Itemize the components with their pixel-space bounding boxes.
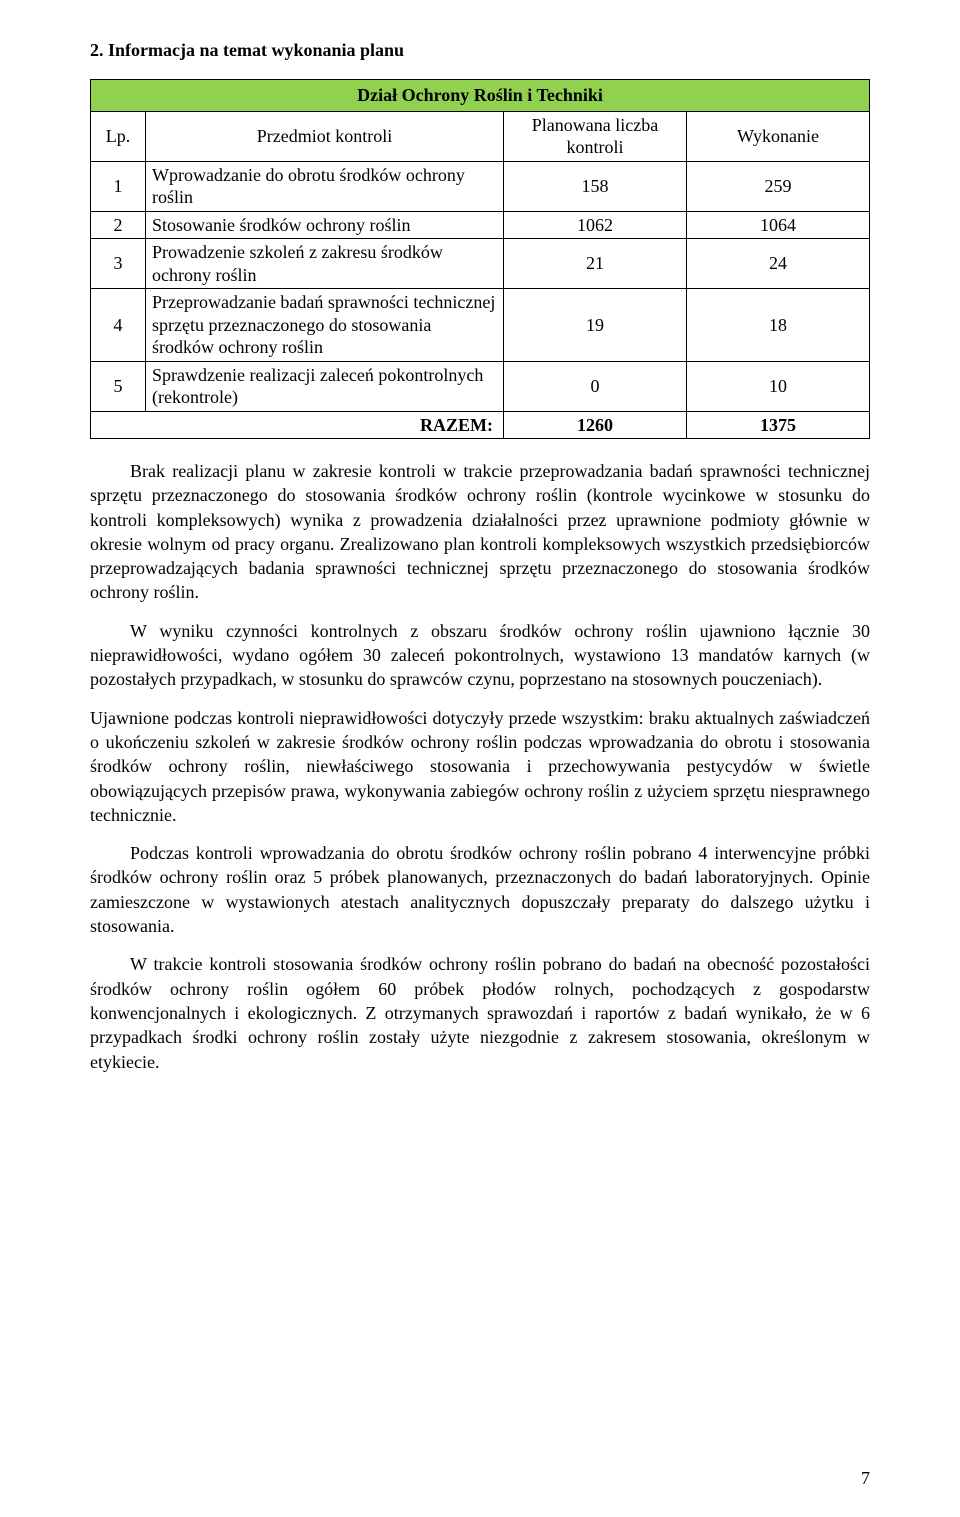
cell-plan: 0: [504, 361, 687, 411]
cell-exec: 259: [687, 161, 870, 211]
table-row: 2 Stosowanie środków ochrony roślin 1062…: [91, 211, 870, 239]
col-lp: Lp.: [91, 111, 146, 161]
col-desc: Przedmiot kontroli: [146, 111, 504, 161]
cell-plan: 1062: [504, 211, 687, 239]
table-title-row: Dział Ochrony Roślin i Techniki: [91, 80, 870, 112]
cell-plan: 158: [504, 161, 687, 211]
sum-label: RAZEM:: [91, 411, 504, 439]
page: 2. Informacja na temat wykonania planu D…: [0, 0, 960, 1517]
cell-lp: 2: [91, 211, 146, 239]
spacer: [90, 439, 870, 459]
paragraph-5: W trakcie kontroli stosowania środków oc…: [90, 952, 870, 1073]
cell-desc: Wprowadzanie do obrotu środków ochrony r…: [146, 161, 504, 211]
paragraph-3: Ujawnione podczas kontroli nieprawidłowo…: [90, 706, 870, 827]
table-row: 3 Prowadzenie szkoleń z zakresu środków …: [91, 239, 870, 289]
col-plan: Planowana liczba kontroli: [504, 111, 687, 161]
cell-exec: 1064: [687, 211, 870, 239]
cell-exec: 10: [687, 361, 870, 411]
cell-desc: Przeprowadzanie badań sprawności technic…: [146, 289, 504, 362]
table-header-row: Lp. Przedmiot kontroli Planowana liczba …: [91, 111, 870, 161]
cell-desc: Sprawdzenie realizacji zaleceń pokontrol…: [146, 361, 504, 411]
cell-exec: 24: [687, 239, 870, 289]
cell-desc: Prowadzenie szkoleń z zakresu środków oc…: [146, 239, 504, 289]
paragraph-4: Podczas kontroli wprowadzania do obrotu …: [90, 841, 870, 938]
cell-lp: 3: [91, 239, 146, 289]
sum-plan: 1260: [504, 411, 687, 439]
cell-plan: 19: [504, 289, 687, 362]
paragraph-2: W wyniku czynności kontrolnych z obszaru…: [90, 619, 870, 692]
paragraph-1: Brak realizacji planu w zakresie kontrol…: [90, 459, 870, 605]
cell-plan: 21: [504, 239, 687, 289]
plan-table: Dział Ochrony Roślin i Techniki Lp. Prze…: [90, 79, 870, 439]
table-sum-row: RAZEM: 1260 1375: [91, 411, 870, 439]
section-heading: 2. Informacja na temat wykonania planu: [90, 40, 870, 61]
col-exec: Wykonanie: [687, 111, 870, 161]
table-row: 1 Wprowadzanie do obrotu środków ochrony…: [91, 161, 870, 211]
cell-lp: 5: [91, 361, 146, 411]
cell-lp: 4: [91, 289, 146, 362]
table-row: 5 Sprawdzenie realizacji zaleceń pokontr…: [91, 361, 870, 411]
sum-exec: 1375: [687, 411, 870, 439]
page-number: 7: [861, 1468, 870, 1489]
table-title: Dział Ochrony Roślin i Techniki: [91, 80, 870, 112]
cell-desc: Stosowanie środków ochrony roślin: [146, 211, 504, 239]
cell-lp: 1: [91, 161, 146, 211]
cell-exec: 18: [687, 289, 870, 362]
table-row: 4 Przeprowadzanie badań sprawności techn…: [91, 289, 870, 362]
